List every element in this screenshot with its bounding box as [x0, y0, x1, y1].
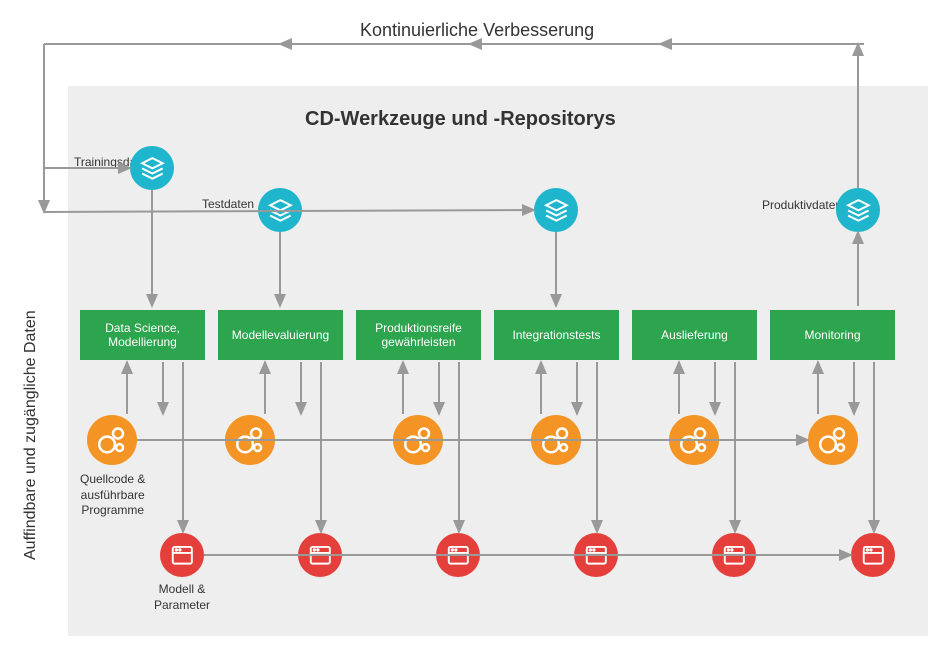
label-testdaten: Testdaten [202, 197, 254, 213]
bubbles-icon [93, 421, 131, 459]
model-icon-r4 [574, 533, 618, 577]
model-icon-r1 [160, 533, 204, 577]
bubbles-icon [231, 421, 269, 459]
window-icon [306, 541, 335, 570]
data-icon-c1 [130, 146, 174, 190]
data-icon-c3 [534, 188, 578, 232]
window-icon [582, 541, 611, 570]
cd-pipeline-diagram: Kontinuierliche Verbesserung Auffindbare… [0, 0, 950, 661]
data-icon-c4 [836, 188, 880, 232]
code-icon-o5 [669, 415, 719, 465]
stack-icon [541, 195, 572, 226]
label-produktivdaten: Produktivdaten [762, 198, 842, 214]
window-icon [444, 541, 473, 570]
stage-s5: Auslieferung [632, 310, 757, 360]
stack-icon [137, 153, 168, 184]
window-icon [720, 541, 749, 570]
code-icon-o4 [531, 415, 581, 465]
window-icon [859, 541, 888, 570]
label-quellcode: Quellcode & ausführbare Programme [80, 472, 145, 519]
label-modell: Modell & Parameter [154, 582, 210, 613]
stage-s6: Monitoring [770, 310, 895, 360]
stage-s1: Data Science, Modellierung [80, 310, 205, 360]
stage-s4: Integrationstests [494, 310, 619, 360]
bubbles-icon [675, 421, 713, 459]
code-icon-o1 [87, 415, 137, 465]
code-icon-o2 [225, 415, 275, 465]
bubbles-icon [399, 421, 437, 459]
side-label: Auffindbare und zugängliche Daten [22, 310, 40, 560]
stack-icon [843, 195, 874, 226]
model-icon-r2 [298, 533, 342, 577]
model-icon-r3 [436, 533, 480, 577]
code-icon-o6 [808, 415, 858, 465]
bubbles-icon [814, 421, 852, 459]
bubbles-icon [537, 421, 575, 459]
model-icon-r5 [712, 533, 756, 577]
data-icon-c2 [258, 188, 302, 232]
repository-title: CD-Werkzeuge und -Repositorys [305, 108, 616, 131]
stack-icon [265, 195, 296, 226]
stage-s2: Modellevaluierung [218, 310, 343, 360]
model-icon-r6 [851, 533, 895, 577]
window-icon [168, 541, 197, 570]
code-icon-o3 [393, 415, 443, 465]
top-title: Kontinuierliche Verbesserung [360, 20, 594, 41]
stage-s3: Produktionsreife gewährleisten [356, 310, 481, 360]
